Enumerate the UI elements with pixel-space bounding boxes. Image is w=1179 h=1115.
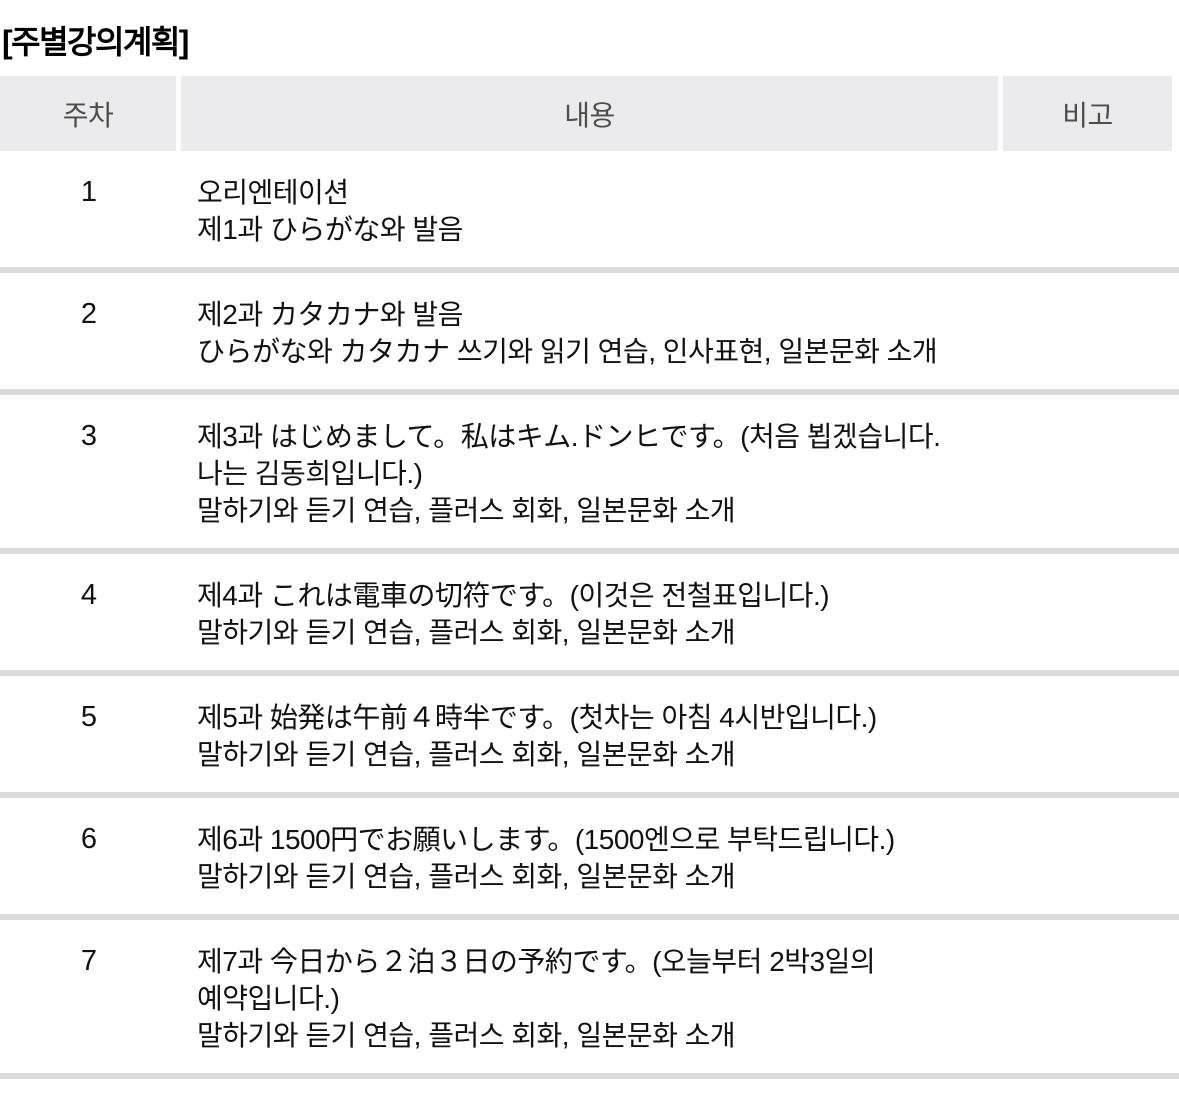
note-cell xyxy=(981,821,1179,895)
table-row-week-5: 5 제5과 始発は午前４時半です。(첫차는 아침 4시반입니다.) 말하기와 듣… xyxy=(0,676,1179,792)
table-header-row: 주차 내용 비고 xyxy=(0,76,1172,151)
table-row-week-6: 6 제6과 1500円でお願いします。(1500엔으로 부탁드립니다.) 말하기… xyxy=(0,798,1179,914)
content-line: 오리엔테이션 xyxy=(197,177,349,208)
note-cell xyxy=(981,174,1179,248)
week-number: 6 xyxy=(80,823,98,855)
row-divider xyxy=(0,548,1179,554)
table-row-week-1: 1 오리엔테이션 제1과 ひらがな와 발음 xyxy=(0,151,1179,267)
content-line: 말하기와 듣기 연습, 플러스 회화, 일본문화 소개 xyxy=(197,495,736,526)
content-cell: 제4과 これは電車の切符です。(이것은 전철표입니다.) 말하기와 듣기 연습,… xyxy=(178,577,981,651)
content-cell: 제2과 カタカナ와 발음 ひらがな와 カタカナ 쓰기와 읽기 연습, 인사표현,… xyxy=(178,296,981,370)
content-line: 말하기와 듣기 연습, 플러스 회화, 일본문화 소개 xyxy=(197,861,736,892)
content-line: 제4과 これは電車の切符です。(이것은 전철표입니다.) xyxy=(197,580,830,611)
content-cell: 제3과 はじめまして。私はキム.ドンヒです。(처음 뵙겠습니다. 나는 김동희입… xyxy=(178,418,981,529)
content-line: 제2과 カタカナ와 발음 xyxy=(197,299,463,330)
row-divider xyxy=(0,670,1179,676)
content-line: 말하기와 듣기 연습, 플러스 회화, 일본문화 소개 xyxy=(197,1020,736,1051)
content-line: 말하기와 듣기 연습, 플러스 회화, 일본문화 소개 xyxy=(197,617,736,648)
table-row-week-3: 3 제3과 はじめまして。私はキム.ドンヒです。(처음 뵙겠습니다. 나는 김동… xyxy=(0,395,1179,548)
page-title: [주별강의계획] xyxy=(2,24,189,60)
table-row-week-2: 2 제2과 カタカナ와 발음 ひらがな와 カタカナ 쓰기와 읽기 연습, 인사표… xyxy=(0,273,1179,389)
content-line: 제7과 今日から２泊３日の予約です。(오늘부터 2박3일의 예약입니다.) xyxy=(197,946,876,1014)
note-cell xyxy=(981,418,1179,529)
table-row-week-4: 4 제4과 これは電車の切符です。(이것은 전철표입니다.) 말하기와 듣기 연… xyxy=(0,554,1179,670)
header-cell-week: 주차 xyxy=(0,76,176,151)
week-number: 1 xyxy=(80,176,98,208)
week-number: 3 xyxy=(80,420,98,452)
content-line: 말하기와 듣기 연습, 플러스 회화, 일본문화 소개 xyxy=(197,739,736,770)
row-divider xyxy=(0,914,1179,920)
content-cell: 제6과 1500円でお願いします。(1500엔으로 부탁드립니다.) 말하기와 … xyxy=(178,821,981,895)
row-divider xyxy=(0,389,1179,395)
table-row-week-7: 7 제7과 今日から２泊３日の予約です。(오늘부터 2박3일의 예약입니다.) … xyxy=(0,920,1179,1073)
row-divider xyxy=(0,267,1179,273)
week-number: 2 xyxy=(80,298,98,330)
week-number: 5 xyxy=(80,701,98,733)
note-cell xyxy=(981,577,1179,651)
weekly-plan-table: 주차 내용 비고 1 오리엔테이션 제1과 ひらがな와 발음 2 제2과 カタカ… xyxy=(0,76,1179,1079)
note-cell xyxy=(981,943,1179,1054)
content-line: 제6과 1500円でお願いします。(1500엔으로 부탁드립니다.) xyxy=(197,824,895,855)
content-line: 제1과 ひらがな와 발음 xyxy=(197,214,463,245)
row-divider xyxy=(0,1073,1179,1079)
row-divider xyxy=(0,792,1179,798)
content-line: 제3과 はじめまして。私はキム.ドンヒです。(처음 뵙겠습니다. 나는 김동희입… xyxy=(197,421,941,489)
content-cell: 오리엔테이션 제1과 ひらがな와 발음 xyxy=(178,174,981,248)
header-cell-note: 비고 xyxy=(1003,76,1172,151)
content-cell: 제7과 今日から２泊３日の予約です。(오늘부터 2박3일의 예약입니다.) 말하… xyxy=(178,943,981,1054)
note-cell xyxy=(981,699,1179,773)
content-line: ひらがな와 カタカナ 쓰기와 읽기 연습, 인사표현, 일본문화 소개 xyxy=(197,336,938,367)
week-number: 4 xyxy=(80,579,98,611)
content-cell: 제5과 始発は午前４時半です。(첫차는 아침 4시반입니다.) 말하기와 듣기 … xyxy=(178,699,981,773)
note-cell xyxy=(981,296,1179,370)
content-line: 제5과 始発は午前４時半です。(첫차는 아침 4시반입니다.) xyxy=(197,702,877,733)
week-number: 7 xyxy=(80,945,98,977)
header-cell-content: 내용 xyxy=(181,76,998,151)
